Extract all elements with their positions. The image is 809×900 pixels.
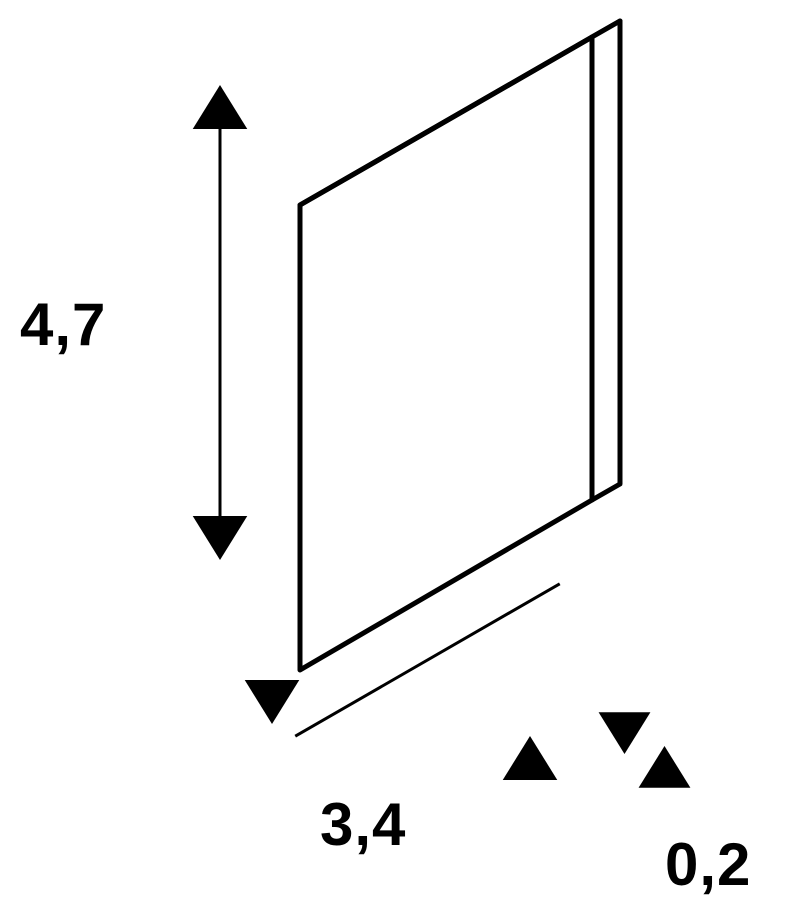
width-label: 3,4: [320, 790, 406, 859]
height-dimension-arrow: [193, 85, 248, 560]
height-label: 4,7: [20, 290, 106, 359]
thickness-label: 0,2: [665, 830, 751, 899]
dimension-diagram: [0, 0, 809, 900]
thickness-dimension-arrow: [599, 712, 691, 788]
panel-shape: [300, 21, 620, 670]
